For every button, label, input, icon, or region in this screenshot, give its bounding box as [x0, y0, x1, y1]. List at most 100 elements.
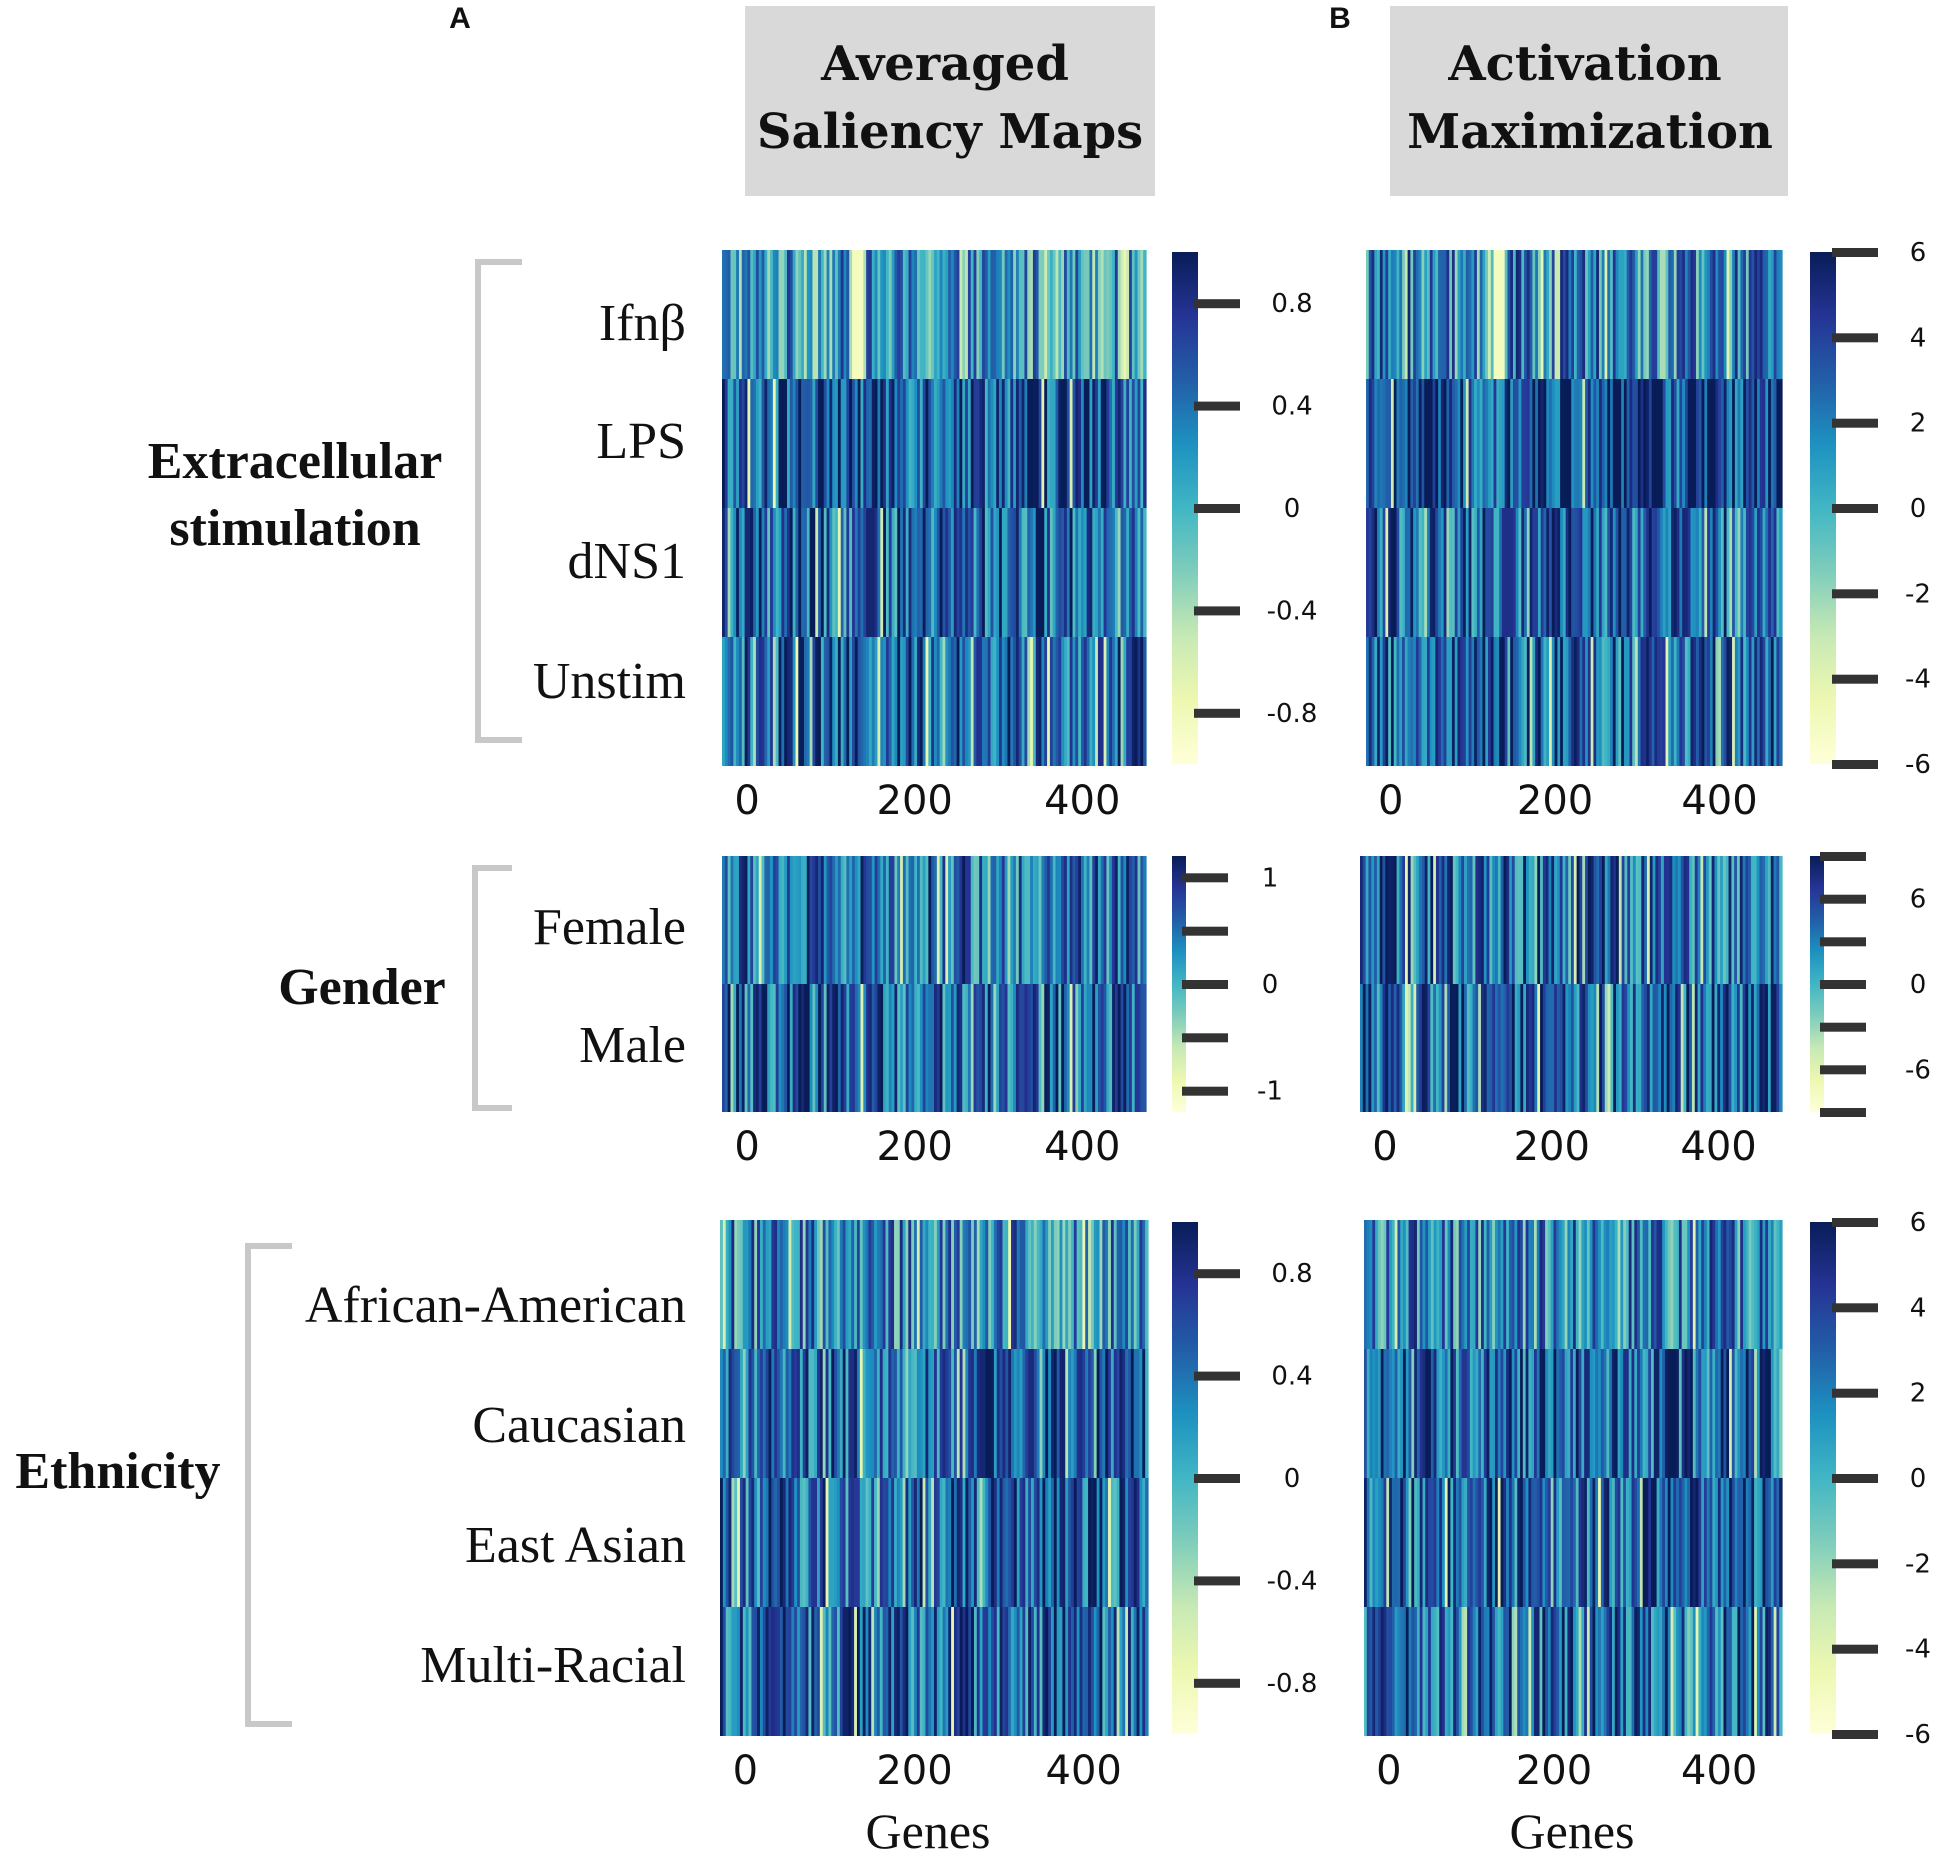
heatmap-cell [1494, 1349, 1499, 1478]
heatmap-cell [1670, 1607, 1674, 1736]
heatmap-cell [1526, 379, 1531, 508]
heatmap-cell [894, 984, 898, 1112]
heatmap-cell [1383, 1220, 1387, 1349]
heatmap-cell [753, 379, 757, 508]
colorbar-tick-label: 2 [1910, 409, 1927, 439]
heatmap-cell [1028, 1349, 1032, 1478]
heatmap-cell [911, 1220, 915, 1349]
heatmap-cell [840, 379, 845, 508]
heatmap-cell [794, 1349, 798, 1478]
heatmap-cell [1139, 1349, 1143, 1478]
heatmap-cell [1695, 1349, 1699, 1478]
heatmap-cell [1460, 250, 1464, 379]
heatmap-cell [1364, 1478, 1368, 1607]
heatmap-cell [1684, 1349, 1688, 1478]
heatmap-cell [1073, 1220, 1078, 1349]
heatmap-cell [1413, 637, 1417, 766]
heatmap-cell [1447, 984, 1451, 1112]
heatmap-cell [1701, 250, 1705, 379]
heatmap-cell [1092, 984, 1096, 1112]
heatmap-cell [802, 1478, 807, 1607]
heatmap-cell [852, 250, 856, 379]
heatmap-cell [1449, 379, 1453, 508]
heatmap-cell [1047, 250, 1051, 379]
heatmap-row [1360, 984, 1783, 1112]
heatmap-cell [1522, 1220, 1527, 1349]
heatmap-cell [750, 984, 754, 1112]
heatmap-cell [1474, 637, 1478, 766]
heatmap-cell [1114, 508, 1119, 637]
heatmap-cell [1368, 250, 1373, 379]
heatmap-cell [1565, 637, 1570, 766]
heatmap-cell [849, 508, 853, 637]
heatmap-cell [1715, 250, 1719, 379]
heatmap-cell [942, 1220, 947, 1349]
heatmap-cell [1068, 1220, 1072, 1349]
heatmap-cell [1776, 508, 1780, 637]
heatmap-cell [1613, 984, 1617, 1112]
heatmap-cell [1432, 508, 1436, 637]
heatmap-cell [1695, 1220, 1699, 1349]
heatmap-cell [1405, 1607, 1410, 1736]
heatmap-cell [1106, 250, 1110, 379]
heatmap-cell [805, 1478, 810, 1607]
heatmap-cell [999, 1349, 1004, 1478]
heatmap-cell [1090, 1220, 1095, 1349]
heatmap-cell [1607, 508, 1611, 637]
heatmap-cell [1438, 379, 1442, 508]
heatmap-cell [1435, 637, 1439, 766]
heatmap-cell [1765, 1220, 1769, 1349]
heatmap-cell [1372, 1478, 1376, 1607]
heatmap-cell [1562, 984, 1566, 1112]
colorbar-tick [1832, 1559, 1878, 1569]
heatmap-cell [919, 856, 924, 984]
heatmap-cell [1765, 1349, 1769, 1478]
heatmap-cell [798, 984, 802, 1112]
heatmap-cell [959, 1220, 964, 1349]
heatmap-cell [1457, 379, 1461, 508]
heatmap-cell [934, 379, 938, 508]
heatmap-cell [1461, 856, 1465, 984]
heatmap-cell [970, 508, 975, 637]
colorbar-tick-label: -2 [1905, 1549, 1931, 1579]
heatmap-cell [1116, 1349, 1121, 1478]
heatmap-cell [1143, 508, 1147, 637]
heatmap-cell [866, 984, 870, 1112]
heatmap-cell [811, 1607, 815, 1736]
heatmap-cell [1414, 1220, 1418, 1349]
heatmap-cell [885, 250, 890, 379]
heatmap-cell [1695, 1607, 1699, 1736]
heatmap-cell [1366, 1478, 1371, 1607]
heatmap-cell [755, 637, 760, 766]
heatmap-cell [1103, 637, 1108, 766]
heatmap-cell [967, 637, 972, 766]
heatmap-cell [1551, 250, 1556, 379]
heatmap-cell [1047, 637, 1051, 766]
heatmap-cell [820, 856, 825, 984]
heatmap-cell [1083, 379, 1088, 508]
heatmap-cell [1072, 637, 1076, 766]
heatmap-cell [1394, 1349, 1399, 1478]
heatmap-cell [928, 1220, 932, 1349]
heatmap-cell [1726, 379, 1730, 508]
heatmap-cell [1402, 508, 1406, 637]
heatmap-cell [1485, 379, 1489, 508]
heatmap-cell [1756, 856, 1761, 984]
heatmap-cell [1698, 1607, 1702, 1736]
heatmap-cell [1404, 379, 1409, 508]
heatmap-cell [922, 1478, 927, 1607]
heatmap-cell [1525, 1478, 1530, 1607]
heatmap-cell [808, 1478, 812, 1607]
heatmap-cell [993, 508, 997, 637]
heatmap-cell [1585, 379, 1589, 508]
heatmap-cell [1122, 1607, 1126, 1736]
heatmap-cell [1576, 250, 1581, 379]
heatmap-cell [1052, 984, 1057, 1112]
heatmap-cell [1390, 508, 1395, 637]
heatmap-cell [829, 637, 833, 766]
heatmap-cell [801, 379, 805, 508]
heatmap-cell [1110, 1478, 1115, 1607]
heatmap-cell [1779, 508, 1783, 637]
heatmap-cell [1707, 637, 1711, 766]
